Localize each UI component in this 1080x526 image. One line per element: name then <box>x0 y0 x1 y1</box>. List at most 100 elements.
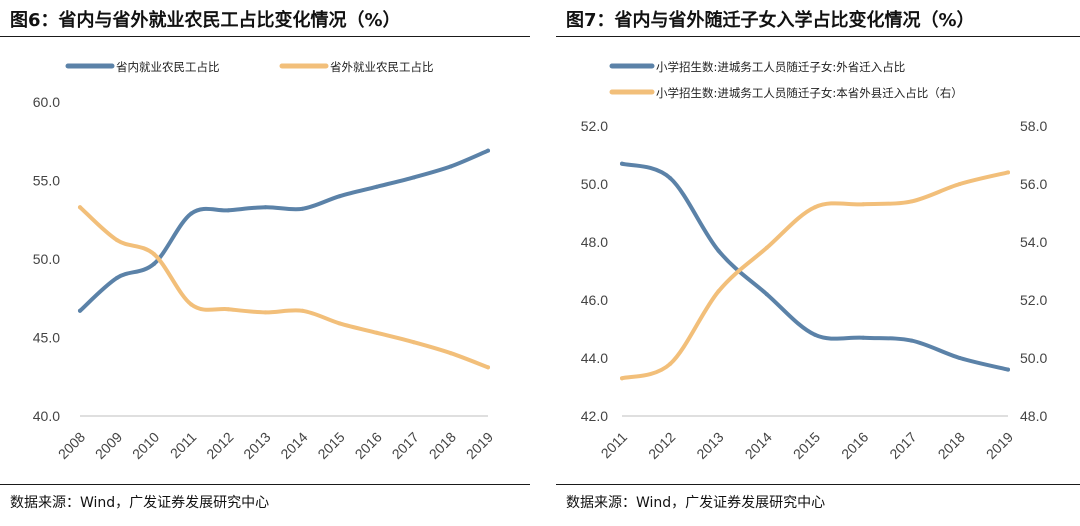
data-point <box>486 365 490 370</box>
data-point <box>411 175 416 180</box>
legend-label: 小学招生数:进城务工人员随迁子女:本省外县迁入占比（右） <box>656 86 963 100</box>
footer-divider <box>556 484 1080 485</box>
x-tick-label: 2019 <box>463 429 496 462</box>
legend-label: 小学招生数:进城务工人员随迁子女:外省迁入占比 <box>656 60 905 74</box>
y-left-tick-label: 42.0 <box>581 408 608 424</box>
data-point <box>957 182 962 186</box>
data-point <box>620 161 624 166</box>
data-point <box>115 238 120 243</box>
x-tick-label: 2018 <box>426 429 459 462</box>
data-point <box>226 208 231 213</box>
data-point <box>189 211 194 216</box>
data-point <box>764 292 769 297</box>
data-point <box>909 199 914 204</box>
x-tick-label: 2012 <box>645 429 678 462</box>
data-point <box>78 308 82 313</box>
data-point <box>813 332 817 337</box>
data-point <box>716 289 721 294</box>
x-tick-label: 2008 <box>55 429 88 462</box>
data-point <box>716 248 721 253</box>
y-right-tick-label: 50.0 <box>1020 350 1047 366</box>
y-tick-label: 55.0 <box>33 173 60 189</box>
data-point <box>226 307 231 312</box>
y-left-tick-label: 52.0 <box>581 118 608 134</box>
data-point <box>263 205 268 210</box>
data-point <box>115 275 120 280</box>
x-tick-label: 2013 <box>693 429 726 462</box>
chart-fig7: 42.0 44.0 46.0 48.0 50.0 52.0 48.0 50.0 52.0 54.0… <box>581 60 1048 462</box>
data-point <box>813 205 817 210</box>
data-point <box>861 202 866 207</box>
data-point <box>448 164 453 169</box>
data-point <box>189 302 194 307</box>
x-tick-label: 2013 <box>240 429 273 462</box>
data-point <box>909 338 914 343</box>
y-left-tick-label: 50.0 <box>581 176 608 192</box>
data-point <box>448 351 453 356</box>
title-divider <box>0 36 530 37</box>
x-tick-label: 2014 <box>277 429 310 462</box>
data-point <box>337 194 342 199</box>
data-point <box>668 176 673 181</box>
series-line <box>78 148 490 313</box>
x-tick-label: 2018 <box>935 429 968 462</box>
chart-fig6: 40.0 45.0 50.0 55.0 60.0 2008 2009 2010 2011 2012… <box>33 60 497 462</box>
x-tick-label: 2011 <box>167 429 200 462</box>
y-right-tick-label: 56.0 <box>1020 176 1047 192</box>
x-tick-label: 2015 <box>314 429 347 462</box>
y-tick-label: 45.0 <box>33 330 60 346</box>
x-tick-label: 2009 <box>92 429 125 462</box>
chart-title: 图6：省内与省外就业农民工占比变化情况（%） <box>10 10 401 31</box>
y-right-tick-label: 52.0 <box>1020 292 1047 308</box>
data-point <box>1006 170 1010 175</box>
x-tick-label: 2016 <box>352 429 385 462</box>
x-tick-label: 2017 <box>886 429 919 462</box>
data-point <box>78 205 82 210</box>
y-right-tick-label: 58.0 <box>1020 118 1047 134</box>
data-source: 数据来源：Wind，广发证券发展研究中心 <box>10 495 270 511</box>
data-source: 数据来源：Wind，广发证券发展研究中心 <box>566 495 826 511</box>
title-divider <box>556 36 1080 37</box>
data-point <box>152 261 157 266</box>
x-tick-label: 2012 <box>203 429 236 462</box>
x-tick-label: 2010 <box>129 429 162 462</box>
y-right-tick-label: 48.0 <box>1020 408 1047 424</box>
data-point <box>411 340 416 345</box>
y-tick-label: 50.0 <box>33 251 60 267</box>
data-point <box>486 148 490 153</box>
y-tick-label: 60.0 <box>33 94 60 110</box>
data-point <box>300 206 305 211</box>
series-line <box>620 170 1010 381</box>
data-point <box>263 310 268 315</box>
data-point <box>764 245 769 250</box>
data-point <box>1006 367 1010 372</box>
chart-panel-fig6: 图6：省内与省外就业农民工占比变化情况（%） 40.0 45.0 50.0 55.0 6… <box>0 0 530 526</box>
data-point <box>957 356 962 360</box>
data-point <box>152 252 157 257</box>
x-tick-label: 2016 <box>838 429 871 462</box>
y-left-tick-label: 48.0 <box>581 234 608 250</box>
chart-title: 图7：省内与省外随迁子女入学占比变化情况（%） <box>566 10 975 31</box>
x-tick-label: 2017 <box>389 429 422 462</box>
series-line <box>78 205 490 370</box>
data-point <box>374 330 379 335</box>
y-tick-label: 40.0 <box>33 408 60 424</box>
series-line <box>620 161 1010 372</box>
data-point <box>861 335 866 340</box>
legend-label: 省外就业农民工占比 <box>330 60 434 74</box>
legend-label: 省内就业农民工占比 <box>116 60 220 74</box>
x-tick-label: 2011 <box>598 429 631 462</box>
data-point <box>337 321 342 326</box>
data-point <box>620 376 624 381</box>
chart-panel-fig7: 图7：省内与省外随迁子女入学占比变化情况（%） 42.0 44.0 46.0 48.0… <box>556 0 1080 526</box>
x-tick-label: 2015 <box>790 429 823 462</box>
data-point <box>374 184 379 189</box>
y-left-tick-label: 44.0 <box>581 350 608 366</box>
footer-divider <box>0 484 530 485</box>
x-tick-label: 2014 <box>742 429 775 462</box>
x-tick-label: 2019 <box>983 429 1016 462</box>
data-point <box>300 308 305 313</box>
y-right-tick-label: 54.0 <box>1020 234 1047 250</box>
y-left-tick-label: 46.0 <box>581 292 608 308</box>
data-point <box>668 361 673 366</box>
